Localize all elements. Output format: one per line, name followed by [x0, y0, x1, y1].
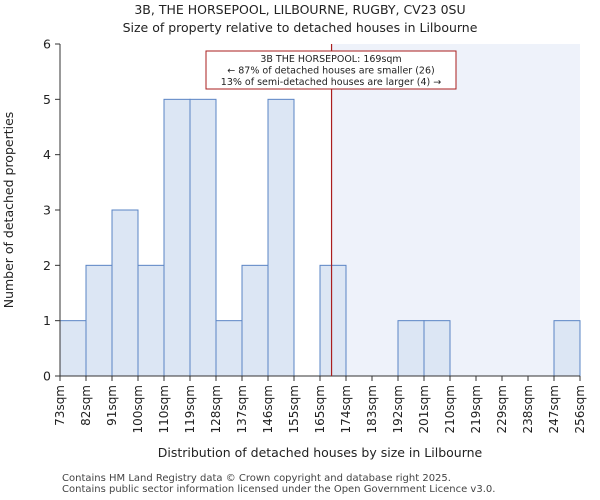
bar-110sqm	[163, 98, 191, 377]
y-tick-label-2: 2	[43, 258, 51, 273]
x-tick-label-247sqm: 247sqm	[547, 385, 561, 433]
x-axis-label: Distribution of detached houses by size …	[158, 445, 483, 460]
x-tick-label-91sqm: 91sqm	[105, 385, 119, 426]
y-tick-label-0: 0	[43, 369, 51, 384]
marker-group: 3B THE HORSEPOOL: 169sqm← 87% of detache…	[205, 44, 457, 376]
footer-line-1: Contains HM Land Registry data © Crown c…	[62, 473, 451, 484]
y-tick-label-1: 1	[43, 313, 51, 328]
x-tick-label-100sqm: 100sqm	[131, 385, 145, 433]
x-tick-label-165sqm: 165sqm	[313, 385, 327, 433]
x-tick-label-238sqm: 238sqm	[521, 385, 535, 433]
x-tick-label-219sqm: 219sqm	[469, 385, 483, 433]
bar-247sqm	[553, 320, 581, 377]
y-tick-label-5: 5	[43, 92, 51, 107]
bar-73sqm	[59, 320, 87, 377]
y-tick-label-4: 4	[43, 147, 51, 162]
x-tick-label-174sqm: 174sqm	[339, 385, 353, 433]
bar-201sqm	[423, 320, 451, 377]
annotation-line-3: 13% of semi-detached houses are larger (…	[221, 77, 441, 88]
x-tick-label-201sqm: 201sqm	[417, 385, 431, 433]
x-tick-label-155sqm: 155sqm	[287, 385, 301, 433]
annotation-line-2: ← 87% of detached houses are smaller (26…	[227, 66, 434, 77]
bar-128sqm	[215, 320, 243, 377]
bar-192sqm	[397, 320, 425, 377]
y-axis-label: Number of detached properties	[1, 112, 16, 309]
chart-subtitle: Size of property relative to detached ho…	[122, 20, 478, 35]
annotation-line-1: 3B THE HORSEPOOL: 169sqm	[260, 54, 401, 65]
x-tick-label-183sqm: 183sqm	[365, 385, 379, 433]
bar-91sqm	[111, 209, 139, 377]
larger-region	[331, 44, 580, 376]
bar-165sqm	[319, 264, 347, 377]
x-tick-label-256sqm: 256sqm	[573, 385, 587, 433]
bar-146sqm	[267, 98, 295, 377]
larger-region-group	[331, 44, 580, 376]
x-tick-label-119sqm: 119sqm	[183, 385, 197, 433]
x-tick-label-210sqm: 210sqm	[443, 385, 457, 433]
bar-137sqm	[241, 264, 269, 377]
x-tick-label-229sqm: 229sqm	[495, 385, 509, 433]
annotation-box	[205, 50, 457, 90]
y-tick-label-6: 6	[43, 37, 51, 52]
bar-chart: 0 1 2 3 4 5 6 73sqm 82sqm 91sqm 100sqm 110sqm 119sqm…	[1, 37, 587, 461]
x-tick-label-110sqm: 110sqm	[157, 385, 171, 433]
x-tick-label-73sqm: 73sqm	[53, 385, 67, 426]
x-tick-label-82sqm: 82sqm	[79, 385, 93, 426]
y-tick-label-3: 3	[43, 203, 51, 218]
footer-line-2: Contains public sector information licen…	[62, 484, 496, 495]
bars-group	[59, 98, 581, 377]
x-tick-label-128sqm: 128sqm	[209, 385, 223, 433]
x-tick-label-137sqm: 137sqm	[235, 385, 249, 433]
bar-82sqm	[85, 264, 113, 377]
x-tick-label-192sqm: 192sqm	[391, 385, 405, 433]
bar-100sqm	[137, 264, 165, 377]
ticks-group: 0 1 2 3 4 5 6 73sqm 82sqm 91sqm 100sqm 110sqm 119sqm…	[43, 37, 587, 434]
bar-119sqm	[189, 98, 217, 377]
x-tick-label-146sqm: 146sqm	[261, 385, 275, 433]
chart-title: 3B, THE HORSEPOOL, LILBOURNE, RUGBY, CV2…	[134, 2, 466, 17]
